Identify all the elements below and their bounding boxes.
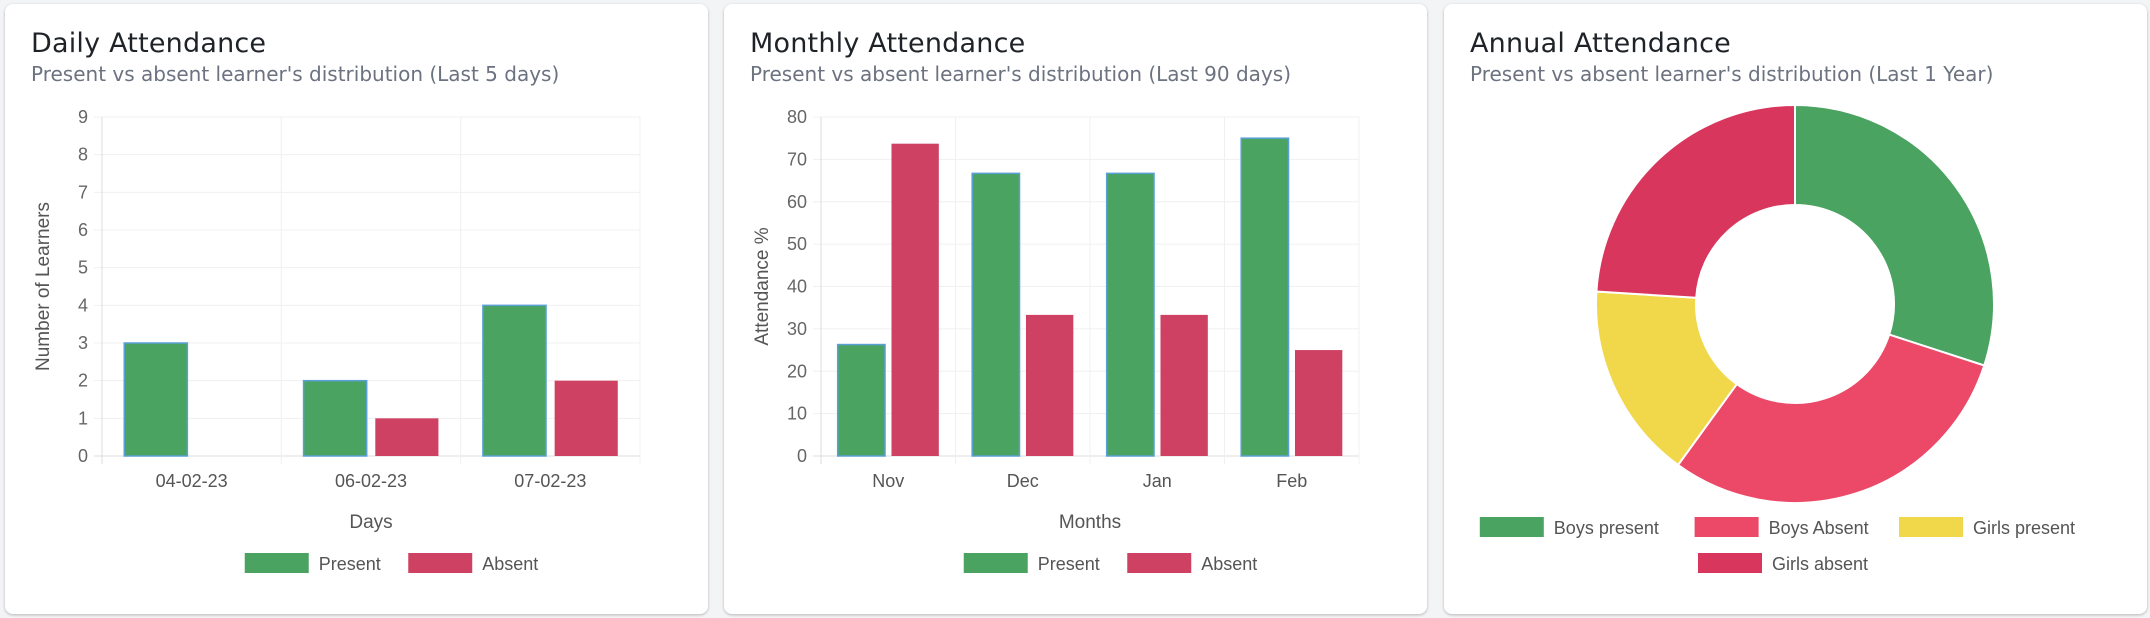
legend-swatch-boys-present	[1479, 517, 1544, 537]
legend-swatch-girls-absent	[1698, 553, 1762, 573]
y-tick-label: 80	[787, 107, 807, 127]
bar-absent-jan[interactable]	[1160, 314, 1208, 456]
y-tick-label: 70	[787, 149, 807, 169]
card-subtitle: Present vs absent learner's distribution…	[1470, 62, 1994, 86]
x-tick-label: Jan	[1143, 471, 1172, 491]
legend-swatch-absent	[408, 553, 473, 573]
legend-label-girls-absent: Girls absent	[1772, 554, 1868, 574]
y-axis-title: Number of Learners	[33, 202, 54, 371]
legend-label-girls-present: Girls present	[1973, 518, 2075, 538]
annual-attendance-card: Annual Attendance Present vs absent lear…	[1444, 4, 2147, 614]
x-tick-label: Dec	[1007, 471, 1039, 491]
y-tick-label: 30	[787, 319, 807, 339]
y-axis-title: Attendance %	[752, 227, 773, 345]
legend-label-absent: Absent	[1201, 554, 1257, 574]
bar-absent-dec[interactable]	[1025, 314, 1074, 456]
legend-label-present: Present	[1038, 554, 1100, 574]
bar-present-feb[interactable]	[1240, 137, 1290, 457]
legend-swatch-girls-present	[1899, 517, 1963, 537]
bar-absent-07-02-23[interactable]	[554, 380, 618, 456]
card-subtitle: Present vs absent learner's distribution…	[31, 62, 560, 86]
bar-absent-feb[interactable]	[1294, 350, 1343, 456]
bar-present-dec[interactable]	[971, 172, 1021, 457]
bar-absent-06-02-23[interactable]	[375, 418, 439, 456]
y-tick-label: 6	[78, 220, 88, 240]
y-tick-label: 10	[787, 404, 807, 424]
y-tick-label: 3	[78, 333, 88, 353]
x-tick-label: Nov	[872, 471, 904, 491]
x-tick-label: 04-02-23	[156, 471, 228, 491]
legend-label-present: Present	[319, 554, 381, 574]
donut-slice-boys-absent[interactable]	[1676, 333, 1986, 504]
bar-present-07-02-23[interactable]	[482, 304, 547, 457]
legend-label-boys-present: Boys present	[1554, 518, 1659, 538]
legend-label-boys-absent: Boys Absent	[1769, 518, 1869, 538]
donut-slice-girls-present[interactable]	[1595, 290, 1739, 467]
x-tick-label: 06-02-23	[335, 471, 407, 491]
daily-attendance-chart: 0 1 2 3 4 5 6 7 8 9 04-02-23 06-02-23 07-02-23 Days Nu…	[33, 107, 641, 574]
donut-slice-boys-present[interactable]	[1794, 103, 1995, 367]
y-tick-label: 50	[787, 234, 807, 254]
x-axis-title: Months	[1059, 512, 1121, 533]
monthly-attendance-card: Monthly Attendance Present vs absent lea…	[724, 4, 1427, 614]
y-tick-label: 0	[797, 446, 807, 466]
y-tick-label: 4	[78, 295, 88, 315]
legend-swatch-boys-absent	[1694, 517, 1759, 537]
legend-swatch-present	[244, 553, 309, 573]
bar-present-jan[interactable]	[1105, 172, 1155, 457]
card-title: Annual Attendance	[1470, 28, 1731, 59]
x-tick-label: Feb	[1276, 471, 1307, 491]
bar-present-nov[interactable]	[836, 343, 886, 457]
x-tick-label: 07-02-23	[514, 471, 586, 491]
y-tick-label: 40	[787, 277, 807, 297]
y-tick-label: 5	[78, 258, 88, 278]
daily-attendance-card: Daily Attendance Present vs absent learn…	[5, 4, 708, 614]
card-title: Monthly Attendance	[750, 28, 1026, 59]
annual-attendance-chart: Boys present Boys Absent Girls present Girl…	[1479, 103, 2075, 574]
legend-label-absent: Absent	[482, 554, 538, 574]
y-tick-label: 9	[78, 107, 88, 127]
x-axis-title: Days	[349, 512, 392, 533]
bar-present-04-02-23[interactable]	[123, 342, 189, 457]
y-tick-label: 20	[787, 361, 807, 381]
legend-swatch-present	[963, 553, 1028, 573]
bar-present-06-02-23[interactable]	[302, 379, 368, 457]
y-tick-label: 7	[78, 182, 88, 202]
monthly-attendance-chart: 0 10 20 30 40 50 60 70 80 Nov Dec Jan Feb Months Atten…	[752, 107, 1360, 574]
card-title: Daily Attendance	[31, 28, 267, 59]
legend-swatch-absent	[1127, 553, 1192, 573]
y-tick-label: 1	[78, 408, 88, 428]
donut-slice-girls-absent[interactable]	[1595, 103, 1796, 299]
y-tick-label: 8	[78, 145, 88, 165]
bar-absent-nov[interactable]	[891, 143, 939, 457]
y-tick-label: 0	[78, 446, 88, 466]
card-subtitle: Present vs absent learner's distribution…	[750, 62, 1291, 86]
y-tick-label: 2	[78, 371, 88, 391]
y-tick-label: 60	[787, 192, 807, 212]
